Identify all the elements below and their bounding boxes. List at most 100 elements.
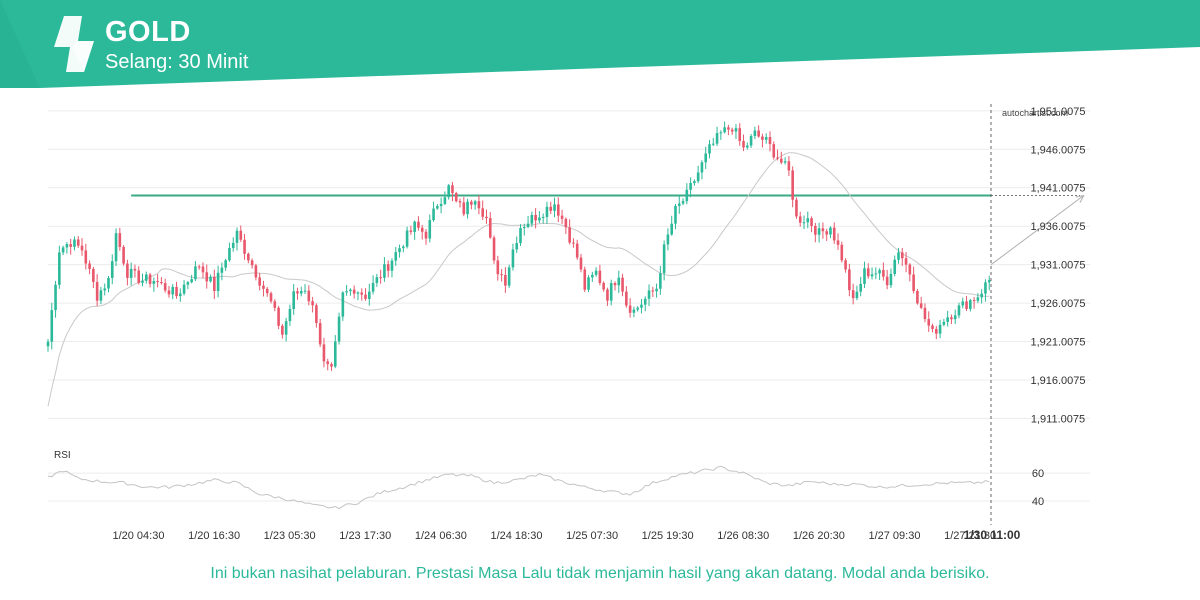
candle-body — [103, 288, 106, 291]
candle-body — [972, 300, 976, 302]
candle-body — [711, 143, 715, 145]
candle-body — [299, 291, 303, 294]
candle-body — [568, 227, 571, 243]
candle-body — [110, 261, 114, 278]
candle-body — [220, 267, 224, 273]
candle-body — [564, 218, 568, 228]
candle-body — [473, 201, 477, 205]
candle-body — [549, 206, 553, 211]
candle-body — [693, 181, 696, 184]
candle-body — [931, 325, 934, 329]
candle-body — [836, 240, 840, 245]
candle-body — [390, 260, 394, 271]
rsi-line — [47, 465, 990, 510]
candle-body — [417, 221, 420, 228]
candle-body — [980, 293, 983, 298]
candle-body — [689, 183, 692, 190]
candle-body — [923, 307, 927, 320]
candle-body — [488, 218, 492, 238]
candle-body — [640, 304, 643, 308]
candle-body — [439, 203, 443, 207]
candle-body — [969, 300, 972, 309]
candle-body — [897, 252, 900, 260]
candle-body — [213, 276, 216, 291]
candle-body — [647, 290, 651, 299]
candle-body — [171, 286, 175, 295]
candle-body — [322, 344, 326, 362]
candle-body — [572, 242, 575, 244]
candle-body — [303, 290, 307, 292]
candle-body — [893, 259, 897, 274]
candle-body — [190, 279, 193, 283]
candle-body — [349, 289, 352, 292]
candle-body — [462, 202, 466, 215]
candle-body — [749, 136, 753, 146]
candle-body — [526, 223, 530, 228]
candle-body — [485, 216, 488, 219]
candle-body — [250, 260, 254, 266]
candle-body — [659, 273, 662, 289]
candle-body — [885, 276, 889, 286]
candle-body — [908, 264, 912, 275]
projection-arrow-line — [990, 195, 1085, 266]
candle-body — [798, 216, 802, 223]
rsi-grid-lines — [48, 472, 1090, 502]
candle-body — [643, 298, 647, 305]
candle-body — [817, 228, 821, 235]
candle-body — [368, 291, 371, 299]
candle-body — [594, 270, 598, 275]
candle-body — [859, 283, 862, 292]
x-tick-label: 1/24 18:30 — [490, 530, 542, 542]
candle-body — [137, 270, 141, 283]
x-tick-label: 1/26 20:30 — [793, 530, 845, 542]
candle-body — [987, 280, 991, 283]
candle-body — [122, 246, 125, 264]
candle-body — [515, 243, 519, 250]
candle-body — [727, 127, 730, 130]
candle-body — [613, 283, 617, 286]
candle-body — [277, 307, 280, 326]
candle-body — [768, 136, 772, 145]
candle-body — [557, 204, 560, 216]
candle-body — [432, 208, 435, 221]
candle-body — [976, 297, 980, 301]
candle-body — [840, 244, 844, 261]
candle-body — [636, 307, 639, 310]
candle-body — [753, 130, 757, 137]
candle-body — [738, 128, 742, 141]
candle-body — [855, 291, 859, 299]
candle-body — [58, 252, 61, 285]
candle-body — [209, 276, 212, 282]
candle-body — [507, 267, 511, 286]
candle-body — [118, 233, 122, 247]
candle-body — [54, 284, 57, 311]
candle-body — [383, 264, 386, 278]
candle-body — [160, 282, 163, 284]
candle-body — [772, 144, 776, 158]
candle-body — [553, 204, 556, 211]
candle-body — [95, 281, 99, 301]
candle-body — [938, 324, 942, 334]
candle-body — [141, 280, 144, 283]
candle-body — [946, 317, 949, 322]
candle-body — [179, 293, 182, 297]
header-banner — [0, 0, 1200, 88]
price-chart: RSI autochartist.com 1,951.0075 1,946.007… — [46, 104, 1090, 542]
candle-body — [311, 301, 314, 306]
candle-body — [262, 285, 265, 289]
candle-body — [591, 274, 594, 278]
candle-body — [825, 231, 828, 235]
candle-body — [436, 206, 439, 209]
candle-body — [863, 268, 866, 284]
candle-body — [231, 242, 235, 249]
candle-body — [723, 127, 726, 133]
candle-body — [504, 275, 507, 286]
x-tick-label: 1/25 19:30 — [642, 530, 694, 542]
candle-body — [454, 193, 458, 202]
projection-arrow-head — [1075, 194, 1085, 203]
candle-body — [935, 328, 938, 334]
candle-body — [61, 247, 65, 253]
candle-body — [866, 268, 870, 277]
candle-body — [273, 301, 277, 308]
candle-body — [651, 290, 655, 292]
